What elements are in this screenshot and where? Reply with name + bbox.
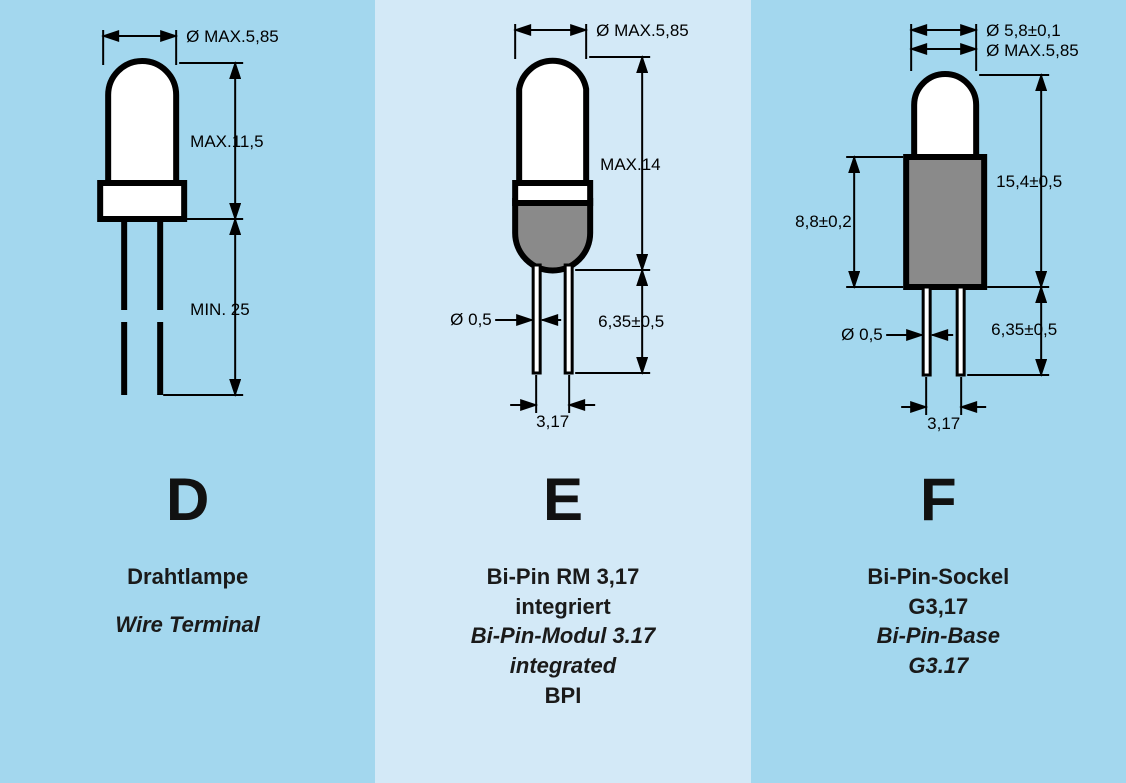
dim-f-htotal: 15,4±0,5 [996,172,1062,191]
panel-d: Ø MAX.5,85 MAX.11,5 MIN. 25 D Drahtlam [0,0,375,783]
panel-f: Ø 5,8±0,1 Ø MAX.5,85 15,4±0,5 8,8±0,2 6,… [751,0,1126,783]
dim-d-diam: Ø MAX.5,85 [186,27,279,46]
desc-e-de1: Bi-Pin RM 3,17 [471,562,656,592]
dim-f-pinlen: 6,35±0,5 [991,320,1057,339]
desc-e-de2: integriert [471,592,656,622]
desc-f-de1: Bi-Pin-Sockel [867,562,1009,592]
dim-e-pindiam: Ø 0,5 [450,310,492,329]
desc-e-en2: integrated [471,651,656,681]
desc-e-en1: Bi-Pin-Modul 3.17 [471,621,656,651]
letter-d: D [166,465,209,534]
diagram-e: Ø MAX.5,85 MAX.14 6,35±0,5 Ø 0,5 [375,15,750,455]
desc-f-de2: G3,17 [867,592,1009,622]
dim-f-diam1: Ø 5,8±0,1 [986,21,1061,40]
dim-d-h1: MAX.11,5 [190,132,263,151]
desc-e: Bi-Pin RM 3,17 integriert Bi-Pin-Modul 3… [471,562,656,710]
dim-f-diam2: Ø MAX.5,85 [986,41,1079,60]
dim-e-spacing: 3,17 [536,412,569,431]
diagram-f: Ø 5,8±0,1 Ø MAX.5,85 15,4±0,5 8,8±0,2 6,… [751,15,1126,455]
dim-f-hbase: 8,8±0,2 [795,212,852,231]
diagram-d: Ø MAX.5,85 MAX.11,5 MIN. 25 [0,15,375,455]
desc-f-en1: Bi-Pin-Base [867,621,1009,651]
desc-d-en: Wire Terminal [115,610,259,640]
desc-d-de: Drahtlampe [115,562,259,592]
desc-d: Drahtlampe Wire Terminal [115,562,259,639]
dim-f-spacing: 3,17 [927,414,960,433]
dim-d-h2: MIN. 25 [190,300,250,319]
desc-e-code: BPI [471,681,656,711]
desc-f: Bi-Pin-Sockel G3,17 Bi-Pin-Base G3.17 [867,562,1009,681]
letter-f: F [920,465,957,534]
dim-e-h1: MAX.14 [600,155,660,174]
panel-e: Ø MAX.5,85 MAX.14 6,35±0,5 Ø 0,5 [375,0,750,783]
desc-f-en2: G3.17 [867,651,1009,681]
dim-e-diam: Ø MAX.5,85 [596,21,689,40]
dim-e-pinlen: 6,35±0,5 [598,312,664,331]
letter-e: E [543,465,583,534]
dim-f-pindiam: Ø 0,5 [841,325,883,344]
